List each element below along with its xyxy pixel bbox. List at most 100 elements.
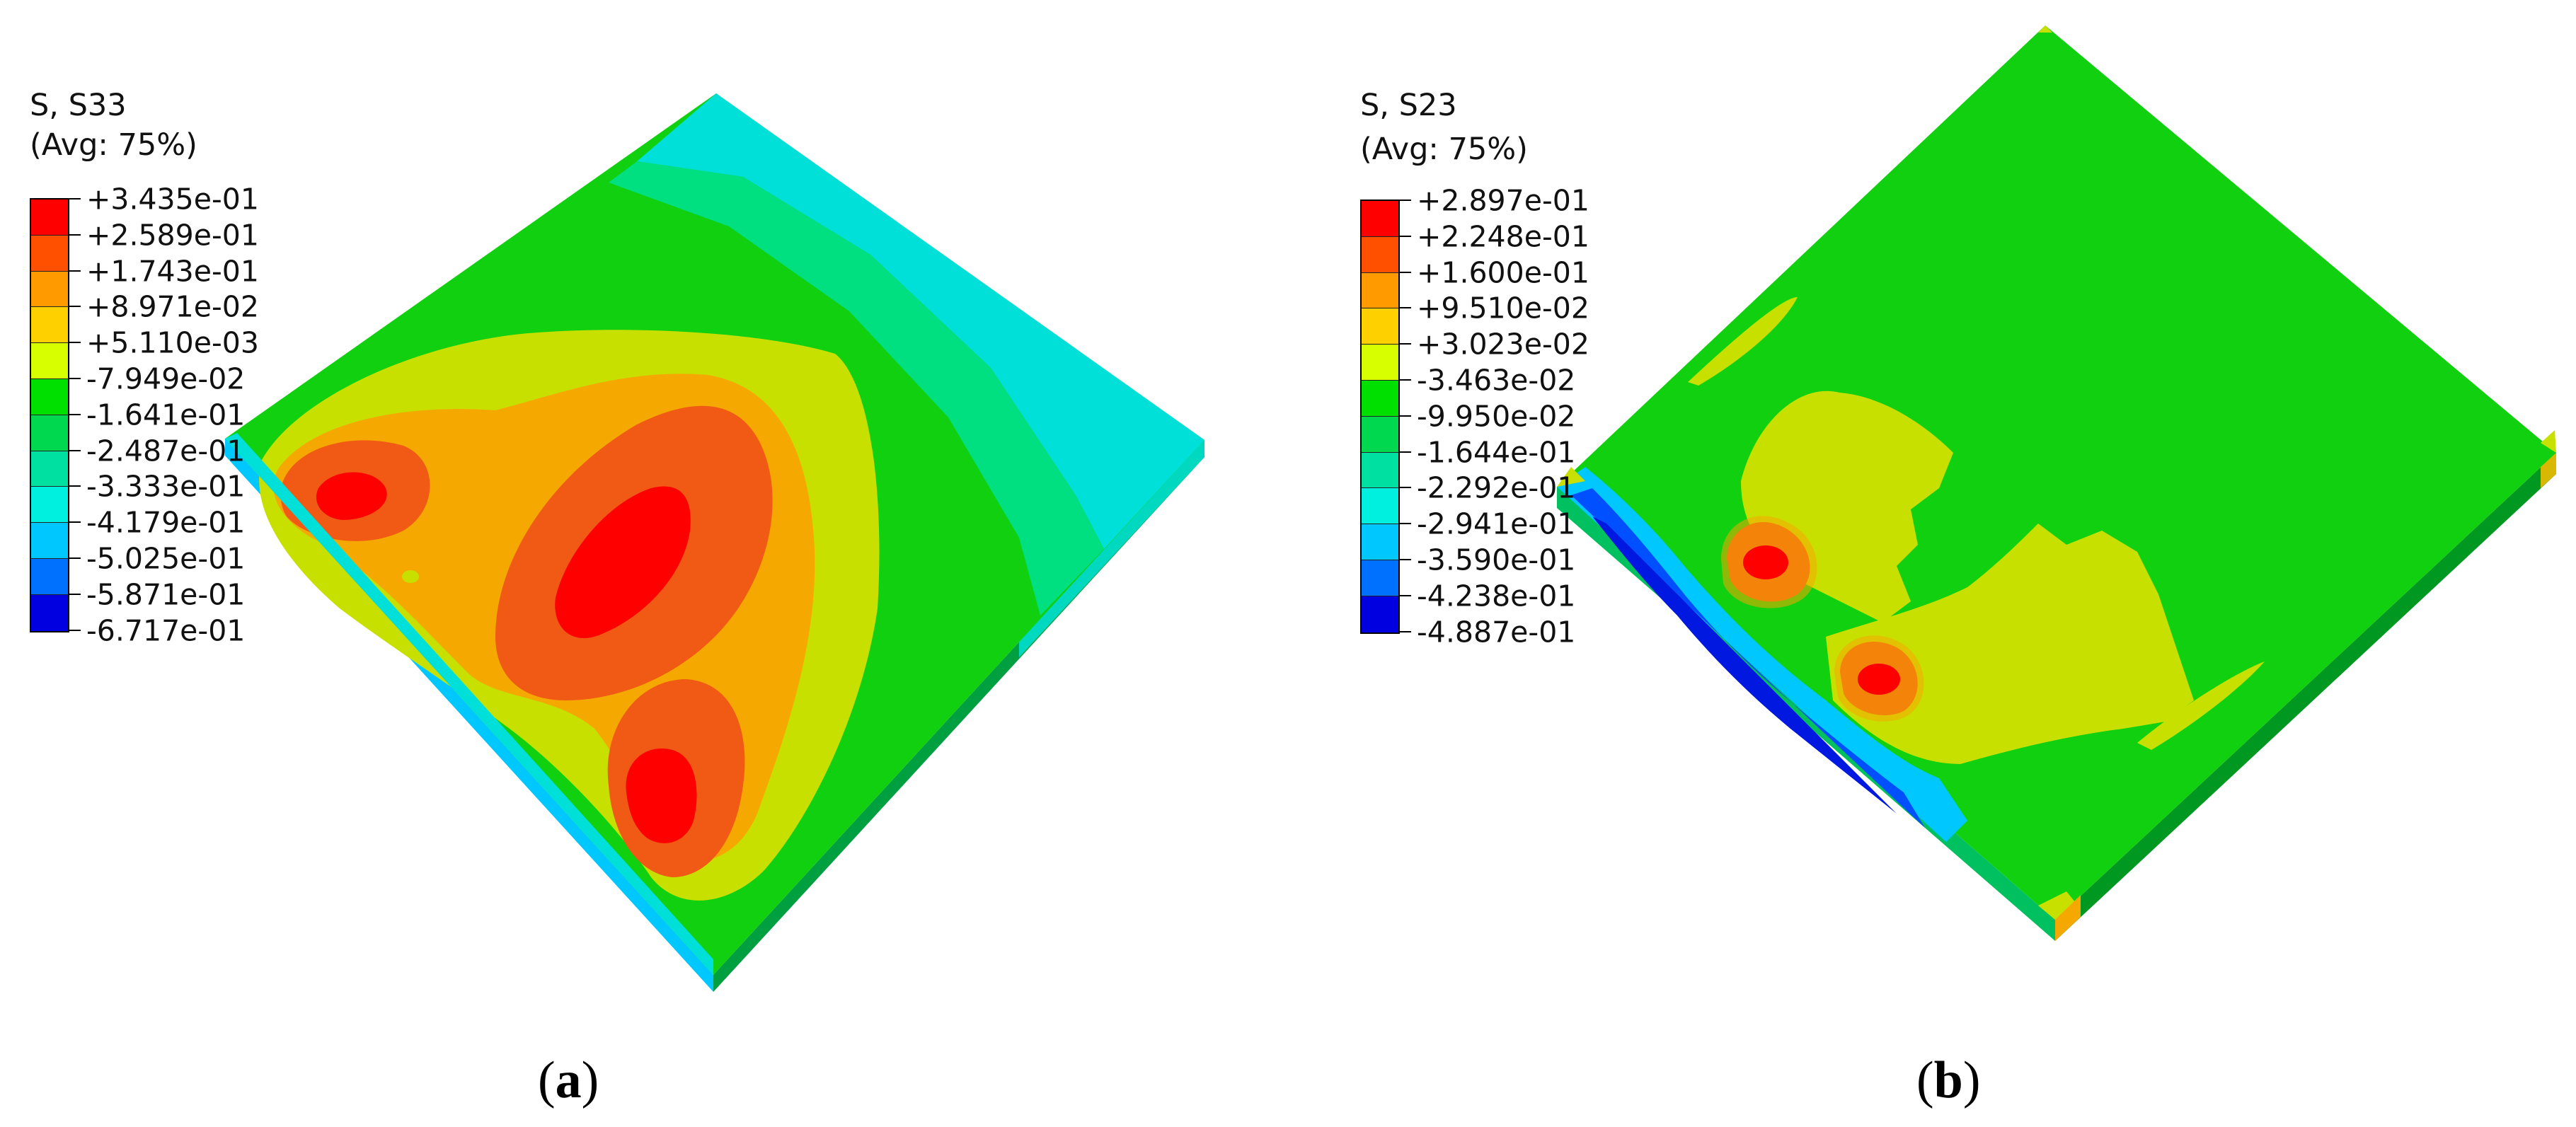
legend-swatch [31,523,68,559]
legend-label: -7.949e-02 [86,362,246,396]
contour-yellow-green-sliver-top [1688,297,1798,386]
plate-top-face [1557,25,2556,920]
legend-label: +1.600e-01 [1417,255,1589,290]
panel-caption-b: (b) [1916,1051,1981,1109]
panel-a: S, S33 (Avg: 75%) +3.435e-01 +2.589e-01 … [30,88,1204,1109]
contour-corner-right-side [2541,453,2556,488]
legend-tick [1398,379,1411,381]
legend-label: -3.333e-01 [86,469,246,504]
legend-label: -5.025e-01 [86,541,246,576]
legend-tick [1398,236,1411,237]
legend-swatch [31,343,68,379]
legend-swatch [31,487,68,524]
legend-tick [1398,451,1411,453]
legend-tick [68,234,81,236]
contour-red-core-lower [626,749,697,843]
contour-blue-band [1557,467,1967,842]
legend-tick [1398,631,1411,632]
legend-swatch [1362,488,1398,525]
legend-tick [68,270,81,272]
contour-red-core-upper [1743,545,1788,579]
legend-tick [1398,523,1411,524]
legend-swatch [1362,272,1398,309]
plate-side-right-upper [1019,440,1204,657]
panel-caption-a: (a) [538,1051,599,1109]
legend-tick [1398,487,1411,488]
legend-title: S, S23 [1360,88,1457,123]
legend-label: +9.510e-02 [1417,291,1589,325]
legend-label: +2.897e-01 [1417,183,1589,218]
legend-label: -2.487e-01 [86,434,246,468]
legend-swatch [1362,452,1398,489]
legend-tick [68,198,81,200]
color-legend [30,198,69,632]
legend-tick [68,306,81,307]
legend-swatch [31,235,68,272]
legend-label: -5.871e-01 [86,577,246,612]
legend-swatch [1362,380,1398,417]
legend-label: -4.238e-01 [1417,579,1576,613]
legend-label: -1.644e-01 [1417,435,1576,470]
legend-swatch [31,378,68,415]
legend-subtitle: (Avg: 75%) [1360,132,1528,167]
contour-corner-right [2541,430,2556,453]
legend-swatch [31,558,68,595]
legend-label: -1.641e-01 [86,398,246,432]
contour-yellow-green-sliver-right [2137,661,2265,750]
legend-tick [68,521,81,523]
legend-tick [1398,595,1411,596]
legend-label: +2.248e-01 [1417,219,1589,254]
contour-edge-left-accent [1557,467,1585,487]
contour-speck [402,570,419,583]
contour-corner-top [2038,25,2052,33]
panel-b: S, S23 (Avg: 75%) +2.897e-01 +2.248e-01 … [1288,0,2576,1127]
legend-label: +2.589e-01 [86,218,259,253]
legend-tick [1398,307,1411,308]
legend-label: +5.110e-03 [86,325,259,360]
color-legend [1360,200,1400,634]
contour-red-core-center [555,486,691,638]
legend-tick [1398,559,1411,560]
legend-label: +3.435e-01 [86,182,259,216]
contour-teal-band [609,161,1104,615]
legend-swatch [1362,560,1398,596]
legend-tick [68,557,81,559]
legend-label: -6.717e-01 [86,613,246,648]
contour-navy-band [1592,516,1897,814]
legend-label: -9.950e-02 [1417,399,1576,434]
contour-dark-blue-band [1571,488,1925,828]
contour-edge-strip [225,433,713,975]
legend-swatch [1362,524,1398,560]
legend-title: S, S33 [30,88,127,123]
legend-swatch [31,594,68,631]
legend-tick [68,342,81,343]
contour-cyan-band [637,93,1204,549]
legend-tick [68,414,81,415]
legend-tick [68,630,81,631]
legend-label: -4.179e-01 [86,505,246,540]
legend-tick [1398,272,1411,273]
contour-plot-s23 [1557,25,2556,941]
legend-label: -3.590e-01 [1417,543,1576,577]
legend-label: +3.023e-02 [1417,327,1589,362]
legend-tick [68,485,81,487]
legend-swatch [1362,416,1398,453]
legend-tick [68,594,81,595]
contour-plot-s33 [225,93,1204,992]
legend-label: -2.292e-01 [1417,470,1576,505]
legend-swatch [1362,596,1398,632]
legend-label: -4.887e-01 [1417,615,1576,649]
legend-swatch [31,415,68,451]
legend-swatch [1362,345,1398,381]
legend-tick [1398,415,1411,417]
legend-tick [68,378,81,379]
legend-swatch [1362,201,1398,237]
legend-label: +1.743e-01 [86,254,259,289]
legend-swatch [1362,308,1398,345]
legend-label: -2.941e-01 [1417,507,1576,541]
legend-tick [1398,343,1411,345]
legend-tick [1398,200,1411,201]
legend-swatch [31,451,68,487]
legend-swatch [31,271,68,308]
legend-subtitle: (Avg: 75%) [30,127,197,163]
